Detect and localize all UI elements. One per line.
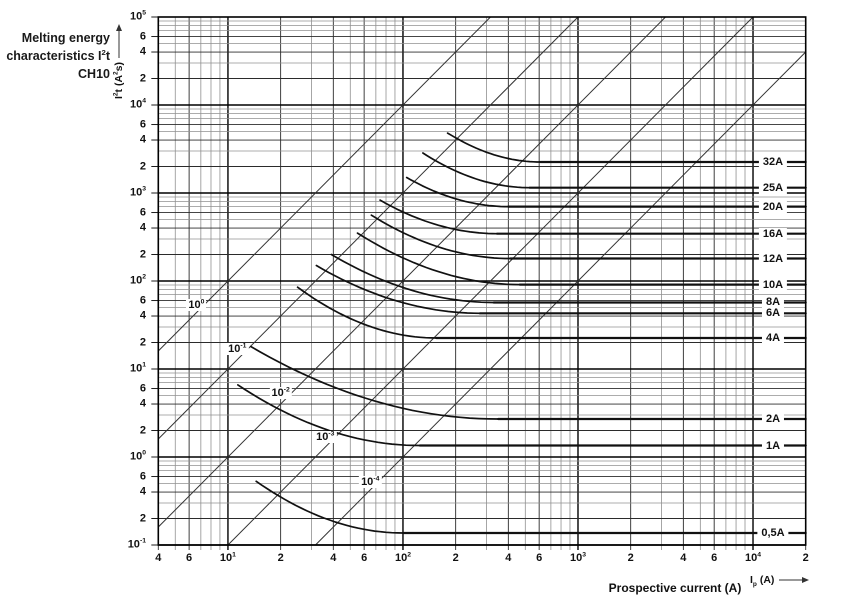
x-tick-label: 4 [680,552,687,564]
fuse-curve-0.5A [255,480,404,534]
curve-label-10A: 10A [758,278,788,291]
fuse-curve-8A [330,253,495,304]
y-tick-label: 4 [139,133,146,146]
curve-label-16A: 16A [758,227,788,240]
y-tick-label: 101 [129,361,146,375]
chart-title-line3: CH10 [78,66,110,81]
y-tick-label: 6 [139,469,146,482]
y-tick-label: 2 [139,335,146,348]
x-tick-label: 6 [536,552,543,564]
curve-label-12A: 12A [758,252,788,265]
x-axis-title: Prospective current (A) [608,581,742,595]
time-line-10^0 [157,16,491,352]
curve-label-0.5A: 0,5A [757,526,789,539]
y-tick-label: 2 [139,511,146,524]
time-line-10^-1 [157,16,579,440]
y-tick-label: 4 [139,485,146,498]
x-tick-label: 4 [505,552,512,564]
curve-label-25A: 25A [758,181,788,194]
x-tick-label: 6 [711,552,718,564]
time-line-label: 10-4 [359,475,382,488]
x-tick-label: 2 [627,552,634,564]
y-tick-label: 103 [129,185,146,199]
curve-label-32A: 32A [758,156,788,168]
fuse-curve-20A [405,176,510,208]
x-axis-symbol: Ip (A) [750,574,810,589]
curve-label-4A: 4A [761,332,785,344]
x-tick-label: 2 [802,552,809,564]
fuse-curve-25A [422,152,531,189]
fuse-curve-32A [446,132,542,163]
curve-label-20A: 20A [758,200,788,213]
x-tick-label: 4 [330,552,337,564]
plot-frame [157,16,807,546]
y-tick-label: 4 [139,309,146,322]
y-tick-label: 104 [129,97,146,111]
curve-label-1A: 1A [761,439,785,452]
x-tick-label: 2 [452,552,459,564]
fuse-curve-2A [249,345,500,420]
y-tick-label: 6 [139,293,146,306]
x-tick-label: 104 [744,551,762,564]
curve-label-8A: 8A [761,296,785,309]
y-tick-label: 2 [139,159,146,172]
y-axis-arrow-icon [116,23,122,58]
y-tick-label: 4 [139,397,146,410]
y-tick-label: 4 [139,45,146,58]
fuse-curve-16A [379,199,498,235]
curve-label-6A: 6A [761,307,785,320]
x-axis-arrow-icon [779,577,810,583]
y-tick-label: 2 [139,247,146,260]
fuse-curve-4A [296,286,438,339]
y-tick-label: 4 [139,221,146,234]
curve-label-2A: 2A [761,413,785,426]
time-line-label: 10-1 [226,342,249,356]
time-line-label: 10-3 [314,430,337,444]
x-tick-label: 6 [361,552,368,564]
fuse-curve-12A [370,214,512,260]
y-tick-label: 2 [139,423,146,436]
y-tick-label: 100 [129,449,146,463]
x-tick-label: 103 [569,551,587,564]
x-tick-label: 101 [219,551,236,564]
y-tick-label: 6 [139,205,146,218]
y-axis-title: I2t (A2s) [112,23,126,99]
x-axis-symbol-text: Ip (A) [750,574,775,589]
y-tick-label: 6 [139,29,146,42]
time-line-label: 100 [186,298,207,312]
x-tick-label: 102 [394,551,411,564]
x-tick-label: 6 [186,552,193,564]
y-tick-label: 10-1 [127,537,146,551]
time-line-label: 10-2 [269,386,292,400]
time-line-10^-4 [315,51,807,546]
y-tick-label: 6 [139,381,146,394]
fuse-curve-6A [315,264,481,315]
y-tick-label: 102 [129,273,146,287]
fuse-curve-10A [356,232,521,286]
chart-title-line1: Melting energy [21,31,110,45]
y-tick-label: 2 [139,71,146,84]
x-tick-label: 2 [277,552,284,564]
chart-title-line2: characteristics I2t [6,47,110,63]
chart-title: Melting energy characteristics I2t CH10 [6,30,110,83]
time-line-10^-3 [227,16,754,546]
y-tick-label: 105 [129,9,146,23]
time-line-10^-2 [157,16,666,528]
y-tick-label: 6 [139,117,146,130]
fuse-curve-1A [237,384,421,447]
x-tick-label: 4 [155,552,162,564]
